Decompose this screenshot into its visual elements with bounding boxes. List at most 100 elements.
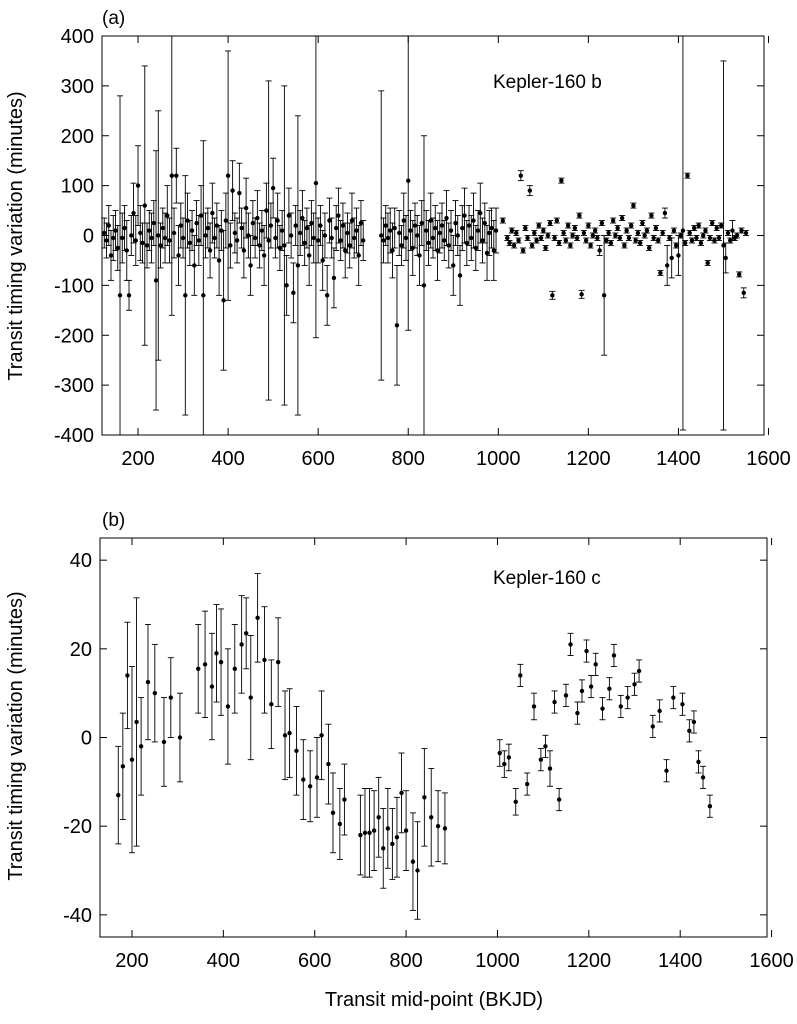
panel-b-point: [213, 604, 220, 703]
panel-a-point: [558, 177, 565, 184]
panel-a-marker: [277, 245, 283, 251]
panel-a-marker: [487, 230, 492, 236]
panel-a-marker: [701, 233, 706, 238]
panel-a-marker: [455, 233, 460, 238]
panel-a-marker: [207, 248, 213, 253]
panel-a-point: [508, 227, 515, 234]
panel-a-marker: [383, 223, 388, 228]
panel-a-marker: [559, 178, 564, 183]
panel-b-marker: [650, 724, 655, 729]
panel-b-marker: [138, 744, 144, 749]
panel-b-point: [706, 794, 713, 818]
panel-a-point: [231, 212, 238, 254]
panel-b-marker: [538, 757, 544, 762]
panel-a-marker: [649, 213, 654, 218]
panel-a-point: [565, 222, 572, 229]
panel-a-point: [513, 230, 520, 236]
panel-a-marker: [532, 230, 537, 236]
panel-a-x-tick-label: 1200: [566, 448, 611, 470]
panel-b-point: [231, 624, 238, 714]
panel-b-marker: [607, 686, 612, 691]
panel-b-point: [195, 624, 202, 714]
panel-a-point: [445, 222, 452, 269]
panel-a-marker: [453, 220, 458, 226]
panel-a-x-tick-label: 400: [211, 448, 244, 470]
panel-a-marker: [345, 230, 350, 236]
panel-a-marker: [270, 185, 276, 191]
panel-b-marker: [232, 666, 237, 671]
panel-b-planet-label: Kepler-160 c: [493, 568, 601, 589]
panel-a-y-tick-label: -200: [54, 325, 94, 347]
panel-a-marker: [514, 230, 519, 236]
panel-a-marker: [604, 238, 609, 243]
panel-a-point: [168, 36, 175, 316]
panel-b-y-tick-label: -20: [63, 816, 92, 838]
panel-a-marker: [388, 228, 393, 233]
panel-a-marker: [543, 245, 548, 251]
panel-a-marker: [439, 223, 445, 228]
panel-a-point: [720, 60, 727, 431]
panel-a-marker: [417, 253, 422, 258]
panel-b-marker: [442, 826, 448, 831]
panel-a-marker: [237, 190, 242, 196]
panel-b-marker: [611, 653, 617, 658]
panel-a-point: [357, 200, 364, 246]
panel-b-data-points: [115, 573, 713, 920]
panel-b-marker: [618, 704, 624, 709]
panel-a-y-tick-label: 400: [61, 26, 94, 48]
panel-a-marker: [379, 233, 384, 238]
panel-a-marker: [406, 178, 411, 183]
panel-a-marker: [126, 293, 132, 298]
panel-b-y-tick-label: 0: [81, 728, 92, 750]
panel-b-marker: [202, 662, 208, 667]
panel-a-marker: [340, 223, 346, 228]
panel-b-point: [160, 697, 167, 787]
panel-a-marker: [318, 223, 323, 228]
panel-a-marker: [149, 235, 154, 241]
panel-a-marker: [183, 293, 188, 298]
panel-a-marker: [680, 228, 686, 233]
panel-a-point: [531, 230, 538, 236]
panel-a-point: [493, 207, 500, 254]
panel-a-point: [182, 175, 189, 416]
panel-a-point: [110, 215, 117, 261]
panel-a-point: [339, 202, 346, 249]
panel-b-marker: [415, 868, 420, 873]
panel-a-point: [700, 232, 707, 239]
panel-a-marker: [295, 263, 301, 268]
panel-a-point: [173, 147, 180, 204]
panel-a-marker: [108, 253, 114, 258]
panel-a-marker: [606, 230, 611, 236]
panel-a-marker: [216, 258, 222, 263]
panel-b-point: [551, 690, 558, 714]
panel-a-point: [454, 215, 461, 256]
panel-a-marker: [601, 293, 607, 298]
panel-a-marker: [176, 253, 181, 258]
panel-a-point: [207, 222, 214, 279]
panel-b-marker: [214, 651, 219, 656]
panel-b-marker: [671, 695, 676, 700]
panel-a-marker: [279, 228, 285, 233]
panel-a-marker: [671, 228, 677, 233]
panel-a-y-tick-label: -300: [54, 375, 94, 397]
panel-b-marker: [152, 690, 158, 696]
panel-a-point: [425, 220, 432, 266]
panel-a-point: [198, 185, 205, 246]
panel-a-marker: [644, 228, 650, 233]
panel-a-marker: [347, 243, 352, 248]
panel-a-point: [148, 212, 155, 264]
panel-a-point: [594, 235, 601, 241]
panel-b-point: [286, 688, 293, 778]
panel-a-marker: [394, 323, 400, 328]
panel-a-marker: [721, 243, 726, 248]
panel-a-point: [619, 215, 626, 221]
panel-b-marker: [120, 764, 126, 769]
panel-b-point: [208, 632, 215, 741]
panel-a-point: [650, 235, 657, 241]
panel-b-marker: [314, 775, 320, 780]
panel-a-marker: [324, 293, 330, 298]
panel-b-point: [124, 621, 131, 730]
panel-b-point: [592, 652, 599, 676]
panel-b-point: [341, 763, 348, 836]
panel-a-marker: [448, 228, 454, 233]
